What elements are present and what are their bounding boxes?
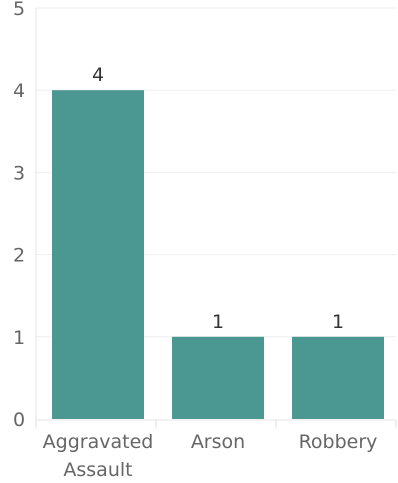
bar-1[interactable] <box>172 336 264 419</box>
x-tick-label-1: Arson <box>191 431 245 453</box>
data-label-2: 1 <box>332 311 344 333</box>
x-tick-label-0: Aggravated Assault <box>43 431 154 481</box>
bars <box>52 90 384 419</box>
data-label-1: 1 <box>212 311 224 333</box>
y-tick-label-0: 0 <box>13 409 25 431</box>
x-tick-label-2: Robbery <box>299 431 378 453</box>
y-axis: 0 1 2 3 4 5 <box>13 0 37 431</box>
bar-0[interactable] <box>52 90 144 419</box>
y-tick-label-1: 1 <box>13 327 25 349</box>
y-tick-label-3: 3 <box>13 162 25 184</box>
y-tick-label-4: 4 <box>13 80 25 102</box>
bar-2[interactable] <box>292 336 384 419</box>
y-tick-label-5: 5 <box>13 0 25 20</box>
y-tick-label-2: 2 <box>13 245 25 267</box>
data-labels: 4 1 1 <box>92 64 344 333</box>
data-label-0: 4 <box>92 64 104 86</box>
x-axis: Aggravated Assault Arson Robbery <box>35 419 397 481</box>
